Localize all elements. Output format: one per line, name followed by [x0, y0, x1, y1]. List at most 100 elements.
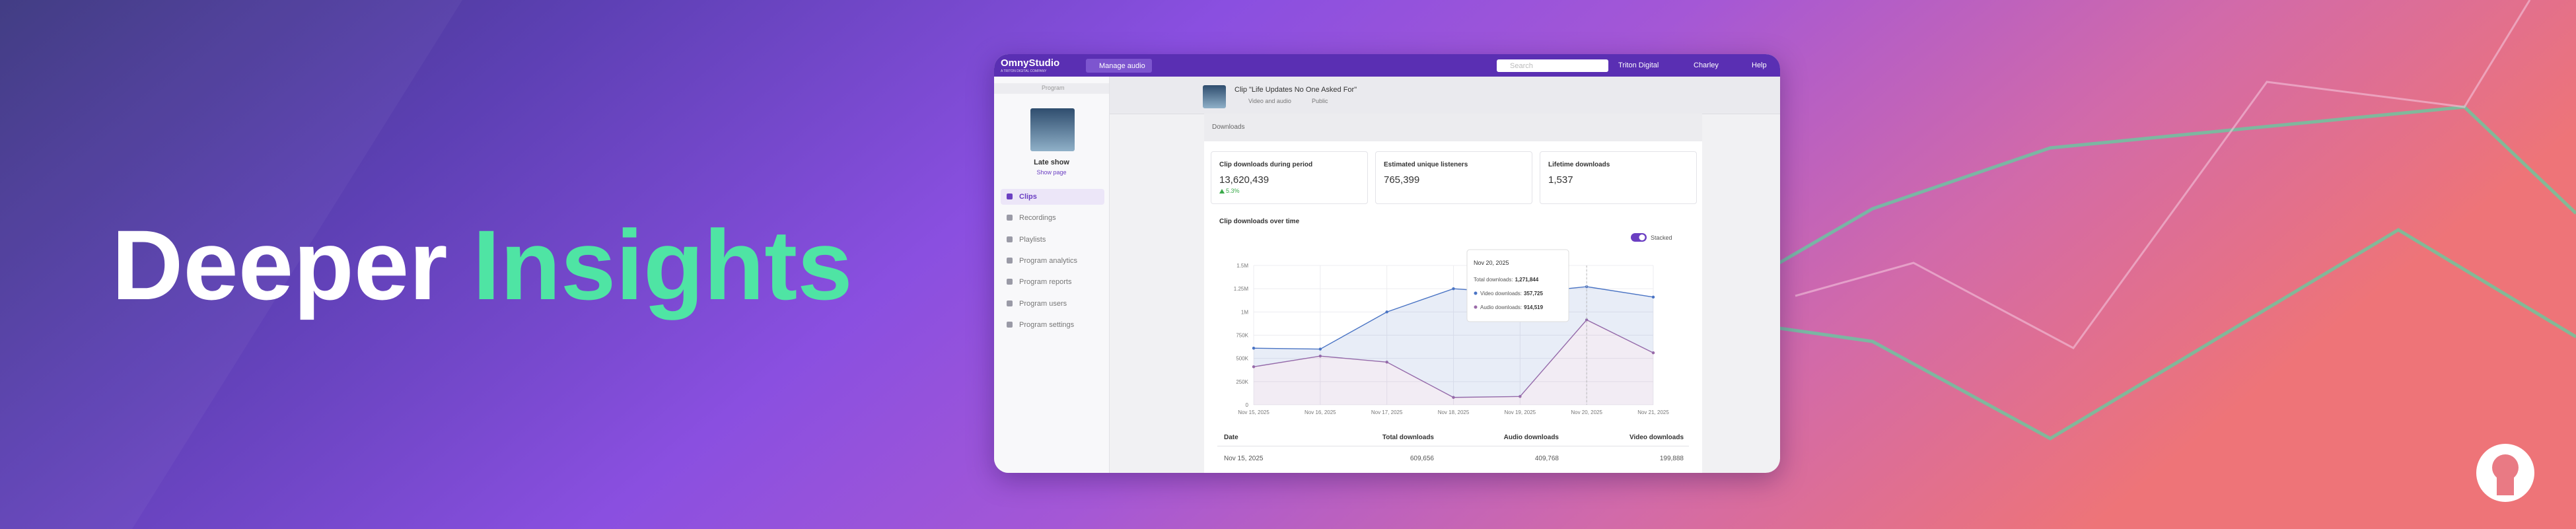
- nav-item[interactable]: Program settings: [1001, 317, 1104, 333]
- y-tick-label: 1M: [1241, 309, 1248, 315]
- nav-icon: [1007, 194, 1013, 199]
- y-tick-label: 750K: [1236, 333, 1248, 339]
- logo-hole: [2492, 454, 2519, 481]
- program-name: Late show: [1034, 159, 1069, 166]
- stat-value: 13,620,439: [1219, 174, 1270, 186]
- search-box[interactable]: Search: [1497, 59, 1608, 72]
- back-bar: Program: [994, 83, 1109, 94]
- point: [1452, 287, 1455, 291]
- org-menu[interactable]: Triton Digital: [1618, 61, 1659, 69]
- stat-value: 765,399: [1384, 174, 1420, 186]
- up-arrow: [1219, 189, 1225, 194]
- clip-media: Video and audio: [1248, 98, 1291, 104]
- sidebar: Program Late show Show page Clips Recordi…: [994, 77, 1110, 473]
- tooltip-dot: [1474, 305, 1478, 309]
- tooltip-value: 1,271,844: [1515, 277, 1539, 283]
- table-header: Video downloads: [1629, 434, 1684, 441]
- x-tick-label: Nov 17, 2025: [1371, 409, 1403, 415]
- tooltip-dot: [1474, 291, 1478, 295]
- nav-item[interactable]: Recordings: [1001, 210, 1104, 226]
- x-tick-label: Nov 19, 2025: [1505, 409, 1536, 415]
- nav-item[interactable]: Program analytics: [1001, 253, 1104, 269]
- stat-label: Clip downloads during period: [1219, 161, 1313, 168]
- content-panel: Downloads Clip downloads during period 1…: [1204, 114, 1702, 473]
- tooltip-label: Total downloads:: [1474, 277, 1513, 283]
- show-page-link[interactable]: Show page: [1036, 169, 1067, 176]
- point: [1385, 361, 1388, 364]
- nav-label: Recordings: [1019, 214, 1056, 223]
- toggle-knob: [1639, 234, 1645, 240]
- heading-word: Deeper: [112, 209, 448, 320]
- cover-image: [1030, 108, 1075, 151]
- nav-item[interactable]: Program users: [1001, 296, 1104, 312]
- point: [1651, 295, 1655, 299]
- app-window: OmnyStudio A TRITON DIGITAL COMPANY Mana…: [994, 54, 1780, 473]
- table-cell: 609,656: [1410, 455, 1434, 462]
- clip-visibility: Public: [1312, 98, 1328, 104]
- clip-title: Clip "Life Updates No One Asked For": [1234, 86, 1357, 94]
- tooltip: [1466, 249, 1569, 322]
- user-menu[interactable]: Charley: [1694, 61, 1719, 69]
- manage-button[interactable]: Manage audio: [1086, 59, 1152, 73]
- table-cell: 409,768: [1534, 455, 1559, 462]
- stat-label: Estimated unique listeners: [1384, 161, 1468, 168]
- button-label: Manage audio: [1099, 62, 1145, 70]
- stat-card: Clip downloads during period 13,620,439 …: [1211, 151, 1368, 204]
- nav-item[interactable]: Clips: [1001, 189, 1104, 205]
- stat-label: Lifetime downloads: [1548, 161, 1610, 168]
- heading-word: Insights: [473, 209, 853, 320]
- search-placeholder: Search: [1510, 62, 1533, 70]
- chart: Clip downloads over time Stacked 0 250K 50…: [1219, 218, 1672, 415]
- chart-title: Clip downloads over time: [1219, 218, 1300, 225]
- table-cell: 199,888: [1659, 455, 1684, 462]
- point: [1452, 396, 1455, 399]
- logo: [2476, 444, 2534, 502]
- nav-label: Playlists: [1019, 235, 1046, 244]
- table-header: Audio downloads: [1503, 434, 1559, 441]
- help-link[interactable]: Help: [1752, 61, 1767, 69]
- stat-change: 5.3%: [1226, 188, 1240, 194]
- y-tick-label: 0: [1246, 402, 1249, 408]
- point: [1585, 318, 1589, 322]
- nav-icon: [1007, 279, 1013, 285]
- logo-sub: A TRITON DIGITAL COMPANY: [1001, 69, 1047, 73]
- table-header: Total downloads: [1382, 434, 1434, 441]
- area: [1254, 320, 1653, 405]
- stat-card: Lifetime downloads 1,537: [1540, 151, 1697, 204]
- x-tick-label: Nov 18, 2025: [1438, 409, 1470, 415]
- deco-line: [1795, 0, 2531, 349]
- nav-icon: [1007, 236, 1013, 242]
- tooltip-value: 357,725: [1524, 291, 1543, 297]
- top-bar: OmnyStudio A TRITON DIGITAL COMPANY Mana…: [994, 54, 1780, 77]
- nav-label: Program settings: [1019, 320, 1075, 329]
- deco-line: [1779, 228, 2576, 441]
- point: [1519, 395, 1522, 398]
- nav-label: Clips: [1019, 193, 1037, 201]
- stat-value: 1,537: [1548, 174, 1573, 186]
- point: [1252, 347, 1256, 350]
- toggle-label: Stacked: [1651, 234, 1672, 241]
- tooltip-label: Audio downloads:: [1480, 304, 1522, 310]
- y-tick-label: 1.5M: [1236, 263, 1248, 269]
- nav-label: Program analytics: [1019, 256, 1078, 265]
- point: [1318, 347, 1322, 351]
- heading: Deeper Insights: [112, 209, 853, 320]
- nav-icon: [1007, 321, 1013, 328]
- back-link[interactable]: Program: [1042, 85, 1065, 91]
- nav-icon: [1007, 215, 1013, 221]
- table-header: Date: [1224, 434, 1238, 441]
- nav-item[interactable]: Program reports: [1001, 274, 1104, 290]
- table-cell: Nov 15, 2025: [1224, 455, 1264, 462]
- light-band: [0, 0, 462, 529]
- section-bar: Downloads: [1204, 114, 1702, 141]
- y-tick-label: 1.25M: [1234, 286, 1249, 292]
- clip-thumbnail: [1203, 85, 1226, 108]
- x-tick-label: Nov 21, 2025: [1637, 409, 1669, 415]
- clip-header: Clip "Life Updates No One Asked For" Vid…: [1110, 77, 1780, 114]
- point: [1651, 351, 1655, 355]
- y-tick-label: 250K: [1236, 379, 1248, 385]
- x-tick-label: Nov 15, 2025: [1238, 409, 1270, 415]
- nav-item[interactable]: Playlists: [1001, 232, 1104, 248]
- tooltip-title: Nov 20, 2025: [1474, 260, 1509, 266]
